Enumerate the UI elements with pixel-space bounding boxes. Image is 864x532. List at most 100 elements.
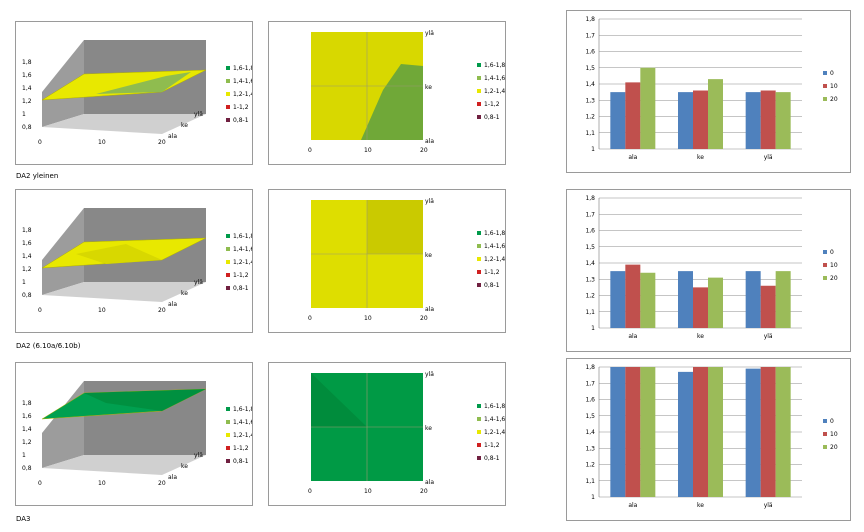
y-tick-label: 1,8 [22, 59, 32, 66]
y-tick-label: 1,6 [22, 240, 32, 247]
y-tick-label: 1,2 [22, 266, 32, 273]
legend-label: 1-1,2 [484, 269, 500, 276]
y-tick-label: 1,2 [585, 293, 595, 300]
bar [678, 92, 693, 149]
y-tick-label: 1,8 [22, 227, 32, 234]
x-tick-label: 0 [38, 139, 42, 146]
floor [42, 114, 206, 134]
bar [775, 271, 791, 328]
x-tick-label: ylä [764, 154, 773, 161]
legend-label: 0,8-1 [233, 285, 249, 292]
bar [693, 287, 708, 328]
bar [745, 368, 761, 497]
depth-tick-label: ala [168, 474, 177, 481]
side-wall [42, 40, 84, 127]
legend-label: 0,8-1 [484, 455, 500, 462]
legend-label: 1,2-1,4 [484, 256, 505, 263]
legend-swatch [477, 76, 481, 80]
y-tick-label: 1,2 [585, 462, 595, 469]
legend-swatch [226, 420, 230, 424]
contour-svg: 0 10 20 ylä ke ala 1,6-1,8 1,4-1,6 1,2-1,4 1-1,2 0… [308, 30, 505, 154]
legend-label: 1,6-1,8 [233, 233, 252, 240]
bar [640, 67, 656, 149]
legend-swatch [226, 79, 230, 83]
legend-label: 0,8-1 [233, 117, 249, 124]
contour-chart-0: 0 10 20 ylä ke ala 1,6-1,8 1,4-1,6 1,2-1,4 1-1,2 0… [268, 21, 506, 165]
legend-swatch [477, 283, 481, 287]
bar [708, 79, 723, 149]
legend-swatch [477, 115, 481, 119]
legend-swatch [823, 250, 827, 254]
legend-swatch [477, 231, 481, 235]
legend-label: 1,4-1,6 [233, 246, 252, 253]
right-tick-label: ala [425, 306, 434, 313]
legend-label: 1,2-1,4 [484, 88, 505, 95]
y-tick-label: 1,1 [585, 309, 595, 316]
x-tick-label: 0 [308, 315, 312, 322]
surface-patch [76, 244, 162, 264]
depth-tick-label: ylä [194, 279, 203, 286]
legend-label: 1,2-1,4 [233, 432, 252, 439]
bar [640, 367, 656, 497]
legend-label: 1,4-1,6 [484, 243, 505, 250]
bar [760, 90, 776, 149]
y-tick-label: 1,1 [585, 130, 595, 137]
bar-chart-0: 1 1,1 1,2 1,3 1,4 1,5 1,6 1,7 1,8 ala ke ylä 0 10 20 [566, 10, 851, 173]
floor [42, 282, 206, 302]
bar [775, 92, 791, 149]
legend-swatch [477, 89, 481, 93]
x-tick-label: 20 [158, 480, 166, 487]
contour-svg: 0 10 20 ylä ke ala 1,6-1,8 1,4-1,6 1,2-1,4 1-1,2 0… [308, 198, 505, 322]
legend-label: 0,8-1 [484, 282, 500, 289]
bar [708, 367, 723, 497]
legend-label: 1,6-1,8 [233, 406, 252, 413]
bar [745, 271, 761, 328]
legend-swatch [823, 84, 827, 88]
side-wall [42, 208, 84, 295]
y-tick-label: 0,8 [22, 292, 32, 299]
x-tick-label: 20 [420, 488, 428, 495]
contour-patch [311, 373, 367, 427]
y-tick-label: 0,8 [22, 465, 32, 472]
depth-tick-label: ke [181, 290, 188, 297]
bar [625, 367, 641, 497]
depth-tick-label: ke [181, 463, 188, 470]
legend-swatch [226, 407, 230, 411]
right-tick-label: ke [425, 252, 432, 259]
bar [640, 272, 656, 328]
x-tick-label: ala [628, 502, 637, 509]
legend-swatch [477, 63, 481, 67]
x-tick-label: 20 [158, 307, 166, 314]
y-tick-label: 1,2 [22, 98, 32, 105]
x-tick-label: 0 [308, 488, 312, 495]
right-tick-label: ylä [425, 371, 434, 378]
y-tick-label: 1,8 [585, 16, 595, 23]
bar-chart-2: 1 1,1 1,2 1,3 1,4 1,5 1,6 1,7 1,8 ala ke ylä 0 10 20 [566, 358, 851, 521]
bar [625, 264, 641, 328]
legend-label: 1-1,2 [484, 101, 500, 108]
contour-patch [361, 64, 423, 140]
depth-tick-label: ala [168, 133, 177, 140]
legend-label: 10 [830, 431, 838, 438]
depth-tick-label: ke [181, 122, 188, 129]
y-tick-label: 1,7 [585, 32, 595, 39]
legend-label: 1,6-1,8 [484, 230, 505, 237]
y-tick-label: 1,4 [585, 260, 595, 267]
bar [678, 271, 693, 328]
legend-label: 1,2-1,4 [233, 91, 252, 98]
bar [678, 371, 693, 497]
legend-swatch [823, 419, 827, 423]
x-tick-label: 0 [38, 307, 42, 314]
right-tick-label: ala [425, 138, 434, 145]
y-tick-label: 1,6 [585, 49, 595, 56]
y-tick-label: 1 [591, 494, 595, 501]
floor [42, 455, 206, 475]
legend-swatch [226, 247, 230, 251]
row-label-2: DA3 [16, 515, 31, 523]
legend-label: 1-1,2 [233, 445, 249, 452]
y-tick-label: 1,1 [585, 478, 595, 485]
y-tick-label: 1,4 [585, 81, 595, 88]
